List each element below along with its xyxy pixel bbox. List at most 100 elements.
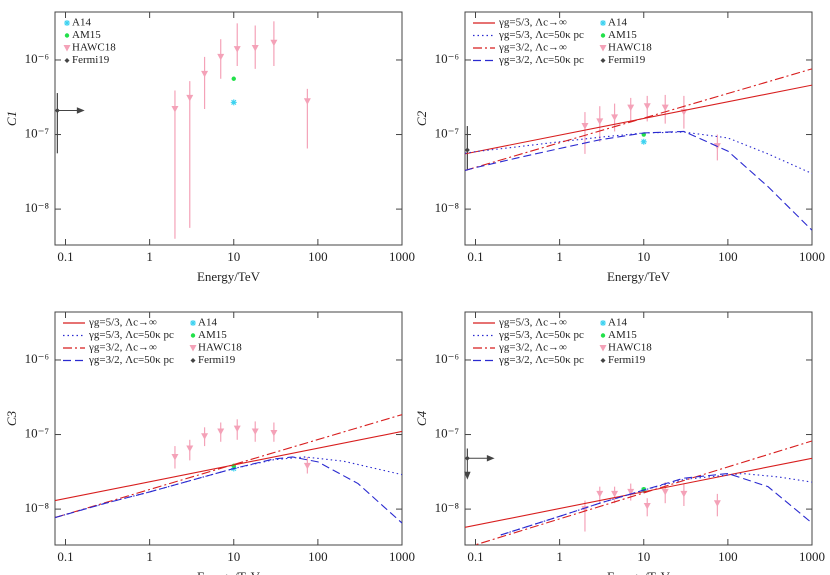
legend-label: γg=5/3, Λc=50κ pc bbox=[498, 29, 584, 41]
plot-frame bbox=[464, 11, 813, 246]
legend-label: γg=5/3, Λc→∞ bbox=[498, 17, 567, 29]
x-axis-label: Energy/TeV bbox=[607, 569, 671, 575]
y-tick-label: 10⁻⁶ bbox=[435, 351, 459, 366]
data-point bbox=[661, 488, 669, 496]
legend-swatch bbox=[64, 20, 70, 26]
y-tick-label: 10⁻⁸ bbox=[25, 200, 50, 215]
x-tick-label: 100 bbox=[308, 549, 328, 564]
legend-label: Fermi19 bbox=[608, 354, 646, 366]
legend-label: γg=3/2, Λc→∞ bbox=[498, 42, 567, 54]
legend-swatch bbox=[190, 333, 196, 338]
legend-label: γg=3/2, Λc=50κ pc bbox=[498, 354, 584, 366]
legend-swatch bbox=[190, 358, 196, 363]
data-point bbox=[217, 428, 225, 435]
legend-label: HAWC18 bbox=[608, 42, 652, 54]
legend-label: AM15 bbox=[72, 29, 101, 41]
legend-label: HAWC18 bbox=[608, 342, 652, 354]
x-axis-label: Energy/TeV bbox=[197, 569, 261, 575]
y-tick-label: 10⁻⁷ bbox=[25, 126, 49, 141]
y-axis-label: C4 bbox=[414, 410, 429, 426]
x-tick-label: 0.1 bbox=[57, 249, 73, 264]
legend-swatch bbox=[64, 33, 70, 38]
data-point bbox=[303, 98, 311, 105]
legend-label: Fermi19 bbox=[198, 354, 236, 366]
data-point bbox=[217, 53, 225, 61]
curve bbox=[465, 131, 812, 175]
legend-label: AM15 bbox=[198, 329, 227, 341]
curve bbox=[465, 84, 812, 155]
y-tick-label: 10⁻⁶ bbox=[435, 51, 459, 66]
panel: 0.1 1 10 100 1000 10⁻⁸ 10⁻⁷ 10⁻⁶ Energy/TeV C4 γg=… bbox=[414, 311, 825, 575]
legend-swatch bbox=[600, 58, 606, 63]
legend-label: γg=3/2, Λc=50κ pc bbox=[498, 54, 584, 66]
y-tick-label: 10⁻⁸ bbox=[435, 500, 460, 515]
y-tick-label: 10⁻⁶ bbox=[25, 51, 49, 66]
legend-label: γg=5/3, Λc=50κ pc bbox=[88, 329, 174, 341]
data-point bbox=[233, 425, 241, 433]
plot-frame bbox=[464, 311, 813, 546]
legend-swatch bbox=[600, 358, 606, 363]
plot-body bbox=[465, 440, 812, 545]
legend-swatch bbox=[189, 345, 197, 352]
curve bbox=[465, 130, 812, 231]
y-tick-label: 10⁻⁸ bbox=[435, 200, 460, 215]
data-point bbox=[171, 453, 179, 461]
data-point bbox=[596, 118, 604, 125]
x-tick-label: 1 bbox=[146, 249, 153, 264]
y-axis-label: C1 bbox=[4, 111, 19, 126]
data-point bbox=[643, 103, 651, 110]
data-point bbox=[251, 428, 259, 435]
x-tick-label: 10 bbox=[637, 249, 650, 264]
y-tick-label: 10⁻⁸ bbox=[25, 500, 50, 515]
x-tick-label: 10 bbox=[227, 249, 240, 264]
data-point bbox=[680, 490, 688, 498]
legend-label: Fermi19 bbox=[608, 54, 646, 66]
legend-label: γg=5/3, Λc→∞ bbox=[88, 317, 157, 329]
data-point bbox=[643, 503, 651, 510]
curve bbox=[500, 472, 812, 536]
plot-body bbox=[465, 68, 812, 231]
legend-label: γg=5/3, Λc→∞ bbox=[498, 317, 567, 329]
y-tick-label: 10⁻⁷ bbox=[25, 426, 49, 441]
data-point bbox=[627, 488, 635, 496]
x-tick-label: 100 bbox=[718, 249, 738, 264]
legend-swatch bbox=[600, 320, 606, 326]
limit-arrow bbox=[57, 107, 85, 114]
x-tick-label: 1000 bbox=[389, 249, 415, 264]
panel: 0.1 1 10 100 1000 10⁻⁸ 10⁻⁷ 10⁻⁶ Energy/TeV C1 A14… bbox=[4, 11, 415, 284]
legend-label: HAWC18 bbox=[198, 342, 242, 354]
x-tick-label: 0.1 bbox=[467, 549, 483, 564]
y-axis-label: C3 bbox=[4, 410, 19, 426]
legend-label: γg=3/2, Λc=50κ pc bbox=[88, 354, 174, 366]
plot-body bbox=[55, 21, 311, 239]
x-tick-label: 10 bbox=[227, 549, 240, 564]
y-tick-label: 10⁻⁷ bbox=[435, 426, 459, 441]
legend-label: HAWC18 bbox=[72, 42, 116, 54]
data-point bbox=[627, 104, 635, 112]
legend-label: A14 bbox=[198, 317, 217, 329]
panel: 0.1 1 10 100 1000 10⁻⁸ 10⁻⁷ 10⁻⁶ Energy/TeV C3 γg=… bbox=[4, 311, 415, 575]
legend-label: γg=5/3, Λc=50κ pc bbox=[498, 329, 584, 341]
plot-frame bbox=[54, 311, 403, 546]
data-point bbox=[201, 70, 209, 78]
legend-label: AM15 bbox=[608, 329, 637, 341]
legend-label: A14 bbox=[608, 17, 627, 29]
y-axis-label: C2 bbox=[414, 110, 429, 126]
data-point bbox=[661, 104, 669, 112]
data-point bbox=[270, 429, 278, 437]
legend-swatch bbox=[600, 333, 606, 338]
legend-swatch bbox=[599, 45, 607, 52]
data-point bbox=[465, 147, 470, 153]
data-point bbox=[251, 44, 259, 52]
legend-swatch bbox=[600, 33, 606, 38]
x-tick-label: 1000 bbox=[389, 549, 415, 564]
data-point bbox=[303, 462, 311, 470]
legend-swatch bbox=[63, 45, 71, 52]
x-tick-label: 0.1 bbox=[57, 549, 73, 564]
y-tick-label: 10⁻⁷ bbox=[435, 126, 459, 141]
data-point bbox=[201, 433, 209, 440]
data-point bbox=[713, 500, 721, 507]
x-tick-label: 1000 bbox=[799, 549, 825, 564]
